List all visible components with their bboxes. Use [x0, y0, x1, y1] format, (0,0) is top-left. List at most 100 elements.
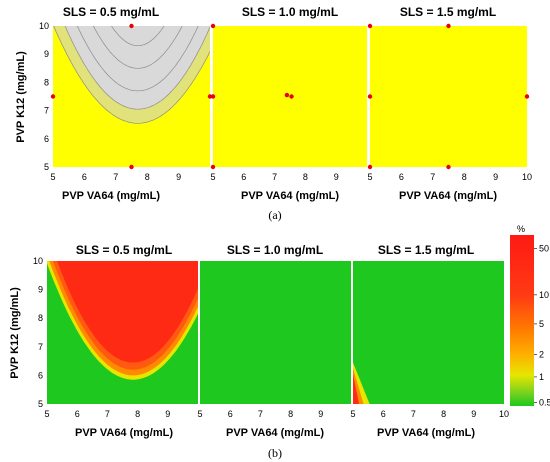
a-panel-2-xtick-2: 7	[272, 172, 277, 182]
colorbar-tick-3: 2	[539, 350, 544, 360]
a-ytick-4: 9	[44, 49, 49, 59]
b-ytick-2: 7	[38, 342, 43, 352]
b-ytick-3: 8	[38, 313, 43, 323]
colorbar-unit: %	[517, 224, 525, 234]
a-panel-1-xlabel: PVP VA64 (mg/mL)	[62, 190, 160, 202]
caption-b: (b)	[268, 446, 282, 460]
a-ytick-3: 8	[44, 77, 49, 87]
figure-b: 5 6 7 8 9 5 6 7 8 9 10 5 6 7 8 9 5 6 7 8 9 10 SLS = 0.5 mg/mL…	[9, 224, 550, 460]
a-contour-line-3	[111, 26, 165, 47]
b-panel-3-title: SLS = 1.5 mg/mL	[378, 243, 474, 257]
b-panel-1: 5 6 7 8 9 5 6 7 8 9 10	[33, 256, 198, 419]
a-panel-1-xtick-4: 9	[176, 172, 181, 182]
b-panel-3-xtick-0: 5	[350, 409, 355, 419]
a-panel-1-xtick-3: 8	[145, 172, 150, 182]
colorbar-tick-2: 5	[539, 319, 544, 329]
a-panel-3-point-5	[446, 164, 451, 170]
a-panel-2: 5 6 7 8 9	[210, 23, 367, 182]
a-panel-1-xtick-1: 6	[82, 172, 87, 182]
a-ytick-1: 6	[44, 134, 49, 144]
b-panel-3-xtick-3: 8	[441, 409, 446, 419]
a-ylabel: PVP K12 (mg/mL)	[15, 51, 27, 143]
a-panel-3-xtick-2: 7	[430, 172, 435, 182]
b-panel-2-xlabel: PVP VA64 (mg/mL)	[226, 427, 324, 439]
colorbar-tick-4: 1	[539, 372, 544, 382]
colorbar-tick-0: 50	[539, 244, 549, 254]
a-panel-3-point-1	[446, 23, 451, 29]
a-panel-1-point-3	[129, 164, 134, 170]
b-panel-2-xtick-3: 8	[288, 409, 293, 419]
a-panel-2-point-2	[284, 92, 290, 98]
b-panel-3-xtick-4: 9	[471, 409, 476, 419]
a-panel-1-point-1	[50, 94, 56, 99]
b-panel-3: 5 6 7 8 9 10	[350, 261, 509, 419]
a-grey-region	[64, 26, 210, 110]
b-ytick-1: 6	[38, 370, 43, 380]
caption-a: (a)	[268, 208, 281, 222]
a-panel-2-point-4	[210, 164, 216, 170]
a-panel-2-xtick-3: 8	[303, 172, 308, 182]
colorbar-gradient	[510, 235, 534, 406]
a-panel-3-title: SLS = 1.5 mg/mL	[400, 5, 496, 19]
a-panel-2-xtick-0: 5	[210, 172, 215, 182]
figure-a: 5 6 7 8 9 5 6 7 8 9 10 5 6 7 8 9 5 6 7 8 9 10 SLS = 0.5 mg/mL…	[15, 5, 532, 222]
a-panel-2-point-3	[289, 94, 294, 99]
a-panel-2-title: SLS = 1.0 mg/mL	[242, 5, 338, 19]
colorbar-tick-5: 0.5	[539, 398, 550, 408]
a-panel-3-point-4	[367, 164, 373, 170]
a-panel-2-point-0	[210, 23, 216, 29]
b-panel-3-xtick-5: 10	[499, 409, 509, 419]
colorbar-tick-1: 10	[539, 290, 549, 300]
b-panel-2-xtick-4: 9	[318, 409, 323, 419]
a-panel-1-title: SLS = 0.5 mg/mL	[63, 5, 159, 19]
b-panel-3-background	[353, 261, 504, 404]
b-panel-2-title: SLS = 1.0 mg/mL	[227, 243, 323, 257]
b-ytick-0: 5	[38, 399, 43, 409]
b-panel-3-xtick-1: 6	[381, 409, 386, 419]
colorbar: % 50 10 5 2 1 0.5	[510, 224, 550, 408]
a-panel-2-xtick-4: 9	[334, 172, 339, 182]
b-panel-2: 5 6 7 8 9	[197, 261, 351, 419]
a-panel-1-point-0	[129, 23, 134, 29]
b-ytick-5: 10	[33, 256, 43, 266]
colorbar-ticks: 50 10 5 2 1 0.5	[534, 244, 550, 408]
b-panel-1-xtick-1: 6	[75, 409, 80, 419]
a-panel-3: 5 6 7 8 9 10	[367, 23, 532, 182]
b-panel-1-xtick-4: 9	[165, 409, 170, 419]
a-panel-3-xtick-0: 5	[367, 172, 372, 182]
a-panel-2-xtick-1: 6	[241, 172, 246, 182]
a-contour-line-2	[92, 26, 183, 69]
b-ytick-4: 9	[38, 285, 43, 295]
a-contour-line-1	[76, 26, 199, 92]
b-panel-2-xtick-1: 6	[228, 409, 233, 419]
figure-b-panels: 5 6 7 8 9 5 6 7 8 9 10 5 6 7 8 9 5 6 7 8 9 10	[33, 256, 509, 419]
b-panel-2-background	[200, 261, 351, 404]
b-heat-band-4	[57, 261, 198, 363]
a-panel-3-point-0	[367, 23, 373, 29]
b-panel-1-region	[47, 261, 198, 380]
b-panel-3-xtick-2: 7	[411, 409, 416, 419]
a-panel-3-xtick-3: 8	[462, 172, 467, 182]
a-panel-2-xlabel: PVP VA64 (mg/mL)	[241, 190, 339, 202]
a-panel-3-point-3	[524, 94, 530, 99]
b-panel-2-xtick-2: 7	[258, 409, 263, 419]
a-panel-1: 5 6 7 8 9 5 6 7 8 9 10	[39, 21, 213, 182]
b-panel-3-region	[353, 362, 370, 404]
a-panel-3-point-2	[367, 94, 373, 99]
b-panel-2-xtick-0: 5	[197, 409, 202, 419]
a-panel-1-xtick-0: 5	[50, 172, 55, 182]
b-panel-1-xtick-2: 7	[105, 409, 110, 419]
b-panel-1-xtick-0: 5	[44, 409, 49, 419]
a-panel-3-background	[370, 26, 527, 167]
a-panel-3-xlabel: PVP VA64 (mg/mL)	[399, 190, 497, 202]
b-panel-1-xtick-3: 8	[135, 409, 140, 419]
b-panel-1-title: SLS = 0.5 mg/mL	[76, 243, 172, 257]
b-panel-3-xlabel: PVP VA64 (mg/mL)	[377, 427, 475, 439]
a-panel-3-xtick-4: 9	[493, 172, 498, 182]
a-panel-2-point-1	[210, 94, 216, 99]
b-ylabel: PVP K12 (mg/mL)	[9, 287, 21, 379]
a-panel-3-xtick-5: 10	[522, 172, 532, 182]
a-ytick-0: 5	[44, 162, 49, 172]
b-corner-band-3	[353, 374, 359, 404]
